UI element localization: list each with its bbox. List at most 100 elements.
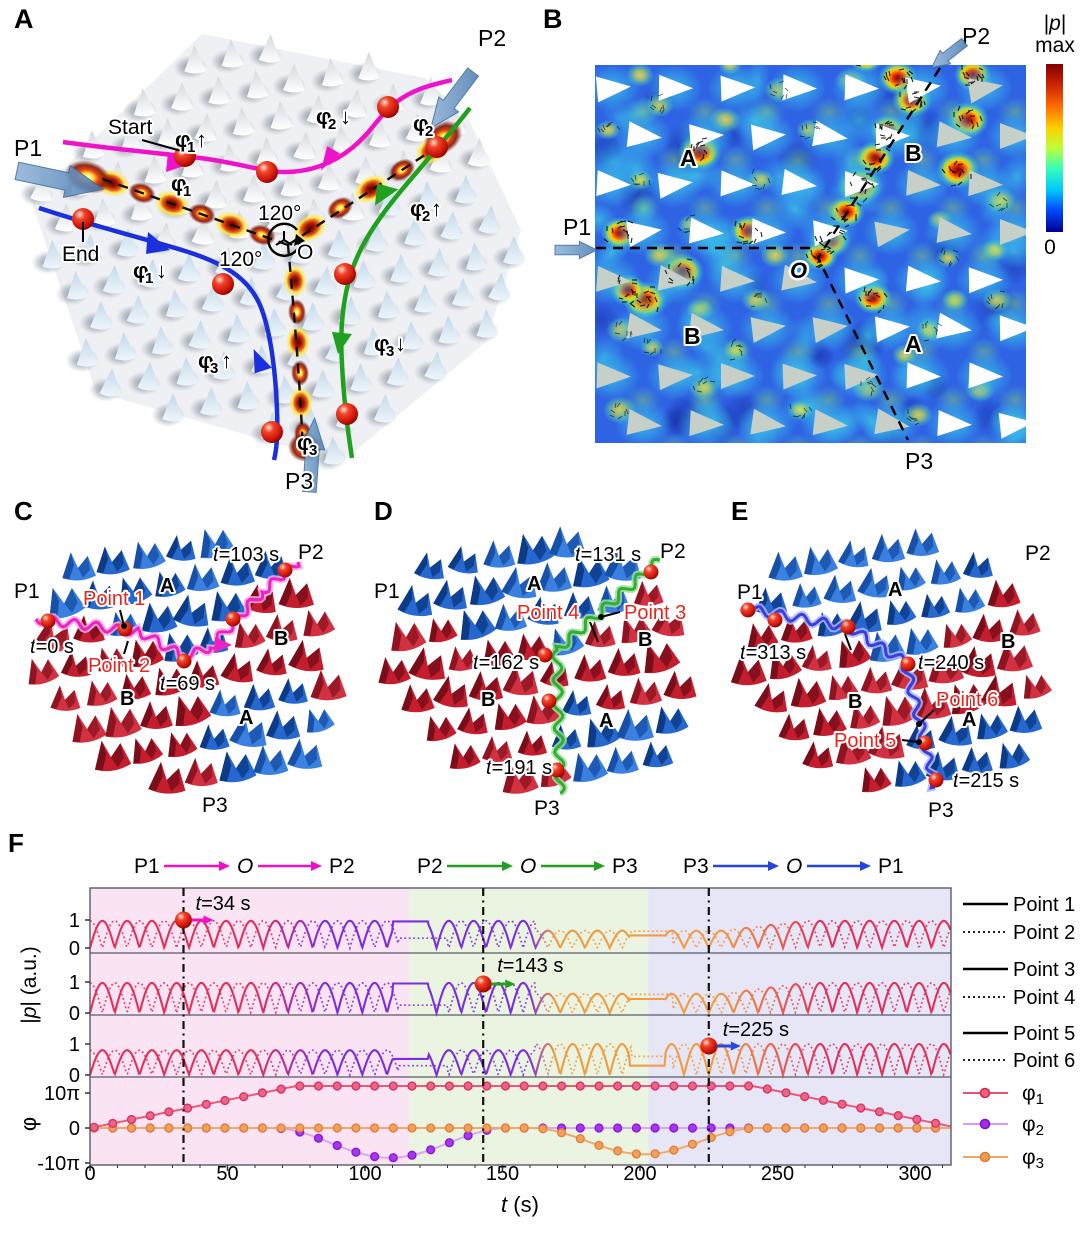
svg-text:1: 1 — [69, 910, 80, 932]
svg-text:Start: Start — [108, 116, 153, 139]
svg-text:P1: P1 — [737, 581, 763, 604]
svg-text:P3: P3 — [928, 799, 954, 822]
svg-text:Point 6: Point 6 — [1013, 1050, 1075, 1072]
svg-text:φ: φ — [410, 196, 426, 221]
svg-text:t=34 s: t=34 s — [196, 893, 251, 915]
svg-text:O: O — [786, 855, 802, 878]
svg-text:50: 50 — [216, 1163, 238, 1185]
svg-text:A: A — [527, 573, 541, 595]
svg-text:Point 3: Point 3 — [1013, 959, 1075, 981]
svg-text:φ: φ — [374, 331, 390, 356]
svg-text:P3: P3 — [612, 855, 638, 878]
svg-text:A: A — [905, 331, 922, 357]
svg-text:P3: P3 — [683, 855, 709, 878]
svg-text:A: A — [599, 710, 613, 732]
svg-text:↑: ↑ — [431, 196, 442, 221]
svg-text:t=215 s: t=215 s — [953, 770, 1019, 792]
svg-text:E: E — [731, 496, 748, 526]
svg-text:φ3: φ3 — [1022, 1146, 1044, 1172]
svg-text:End: End — [62, 243, 99, 266]
svg-text:P3: P3 — [534, 797, 560, 820]
svg-text:↓: ↓ — [156, 258, 167, 283]
svg-text:P3: P3 — [202, 794, 228, 817]
svg-text:1: 1 — [183, 183, 191, 200]
svg-text:↓: ↓ — [395, 331, 406, 356]
svg-text:C: C — [14, 496, 33, 526]
svg-text:P2: P2 — [329, 855, 355, 878]
svg-text:φ: φ — [316, 104, 332, 129]
svg-text:300: 300 — [898, 1163, 931, 1185]
svg-text:φ: φ — [297, 430, 313, 455]
svg-text:φ: φ — [175, 127, 191, 152]
svg-text:P2: P2 — [417, 855, 443, 878]
svg-text:F: F — [8, 828, 24, 858]
svg-text:t=143 s: t=143 s — [497, 955, 563, 977]
svg-text:P3: P3 — [905, 448, 933, 474]
svg-text:250: 250 — [761, 1163, 794, 1185]
svg-text:Point 5: Point 5 — [834, 730, 896, 752]
svg-text:120°: 120° — [258, 202, 301, 225]
svg-text:B: B — [684, 323, 701, 349]
svg-text:D: D — [374, 496, 393, 526]
svg-text:Point 5: Point 5 — [1013, 1023, 1075, 1045]
svg-text:200: 200 — [623, 1163, 656, 1185]
svg-text:0: 0 — [1044, 236, 1056, 259]
svg-text:Point 2: Point 2 — [1013, 922, 1075, 944]
svg-text:P1: P1 — [14, 580, 40, 603]
svg-text:A: A — [160, 575, 174, 597]
svg-text:10π: 10π — [44, 1083, 80, 1105]
svg-text:φ: φ — [171, 171, 187, 196]
svg-text:P3: P3 — [285, 468, 313, 494]
svg-text:100: 100 — [348, 1163, 381, 1185]
svg-text:B: B — [848, 691, 862, 713]
svg-text:t=240 s: t=240 s — [918, 652, 984, 674]
svg-text:Point 4: Point 4 — [517, 602, 579, 624]
svg-text:120°: 120° — [219, 248, 262, 271]
svg-text:P1: P1 — [14, 135, 42, 161]
svg-text:A: A — [962, 709, 976, 731]
svg-text:-10π: -10π — [37, 1153, 80, 1175]
svg-text:t=69 s: t=69 s — [160, 673, 215, 695]
svg-text:φ2: φ2 — [1022, 1113, 1044, 1139]
svg-text:t=191 s: t=191 s — [486, 757, 552, 779]
svg-text:3: 3 — [386, 343, 394, 360]
svg-text:150: 150 — [486, 1163, 519, 1185]
svg-text:B: B — [638, 629, 652, 651]
svg-text:Point 1: Point 1 — [1013, 894, 1075, 916]
svg-text:2: 2 — [328, 116, 336, 133]
svg-text:P1: P1 — [878, 855, 904, 878]
svg-text:φ: φ — [198, 348, 214, 373]
svg-text:A: A — [680, 145, 697, 171]
svg-text:φ: φ — [133, 258, 149, 283]
svg-text:1: 1 — [69, 972, 80, 994]
svg-text:1: 1 — [145, 270, 153, 287]
svg-text:t=0 s: t=0 s — [30, 636, 74, 658]
svg-text:P2: P2 — [660, 540, 686, 563]
svg-text:t=103 s: t=103 s — [213, 544, 279, 566]
svg-text:max: max — [1035, 34, 1075, 57]
svg-text:|p|: |p| — [1044, 12, 1067, 35]
svg-text:φ: φ — [413, 111, 429, 136]
svg-text:Point 4: Point 4 — [1013, 987, 1075, 1009]
svg-text:A: A — [239, 707, 253, 729]
svg-text:0: 0 — [69, 1065, 80, 1087]
svg-text:0: 0 — [69, 1003, 80, 1025]
svg-text:1: 1 — [69, 1034, 80, 1056]
svg-text:t (s): t (s) — [501, 1192, 539, 1217]
svg-text:P2: P2 — [1025, 542, 1051, 565]
svg-text:B: B — [120, 688, 134, 710]
svg-text:|p| (a.u.): |p| (a.u.) — [18, 946, 41, 1023]
svg-text:Point 6: Point 6 — [936, 689, 998, 711]
svg-text:3: 3 — [210, 360, 218, 377]
svg-text:0: 0 — [69, 1118, 80, 1140]
svg-text:1: 1 — [187, 139, 195, 156]
svg-text:φ: φ — [16, 1117, 41, 1131]
svg-text:3: 3 — [309, 442, 317, 459]
svg-text:A: A — [888, 579, 902, 601]
svg-text:B: B — [274, 628, 288, 650]
svg-text:↓: ↓ — [340, 104, 351, 129]
svg-text:↑: ↑ — [196, 127, 207, 152]
svg-text:P2: P2 — [478, 25, 506, 51]
svg-text:Point 1: Point 1 — [83, 588, 145, 610]
svg-text:2: 2 — [425, 123, 433, 140]
